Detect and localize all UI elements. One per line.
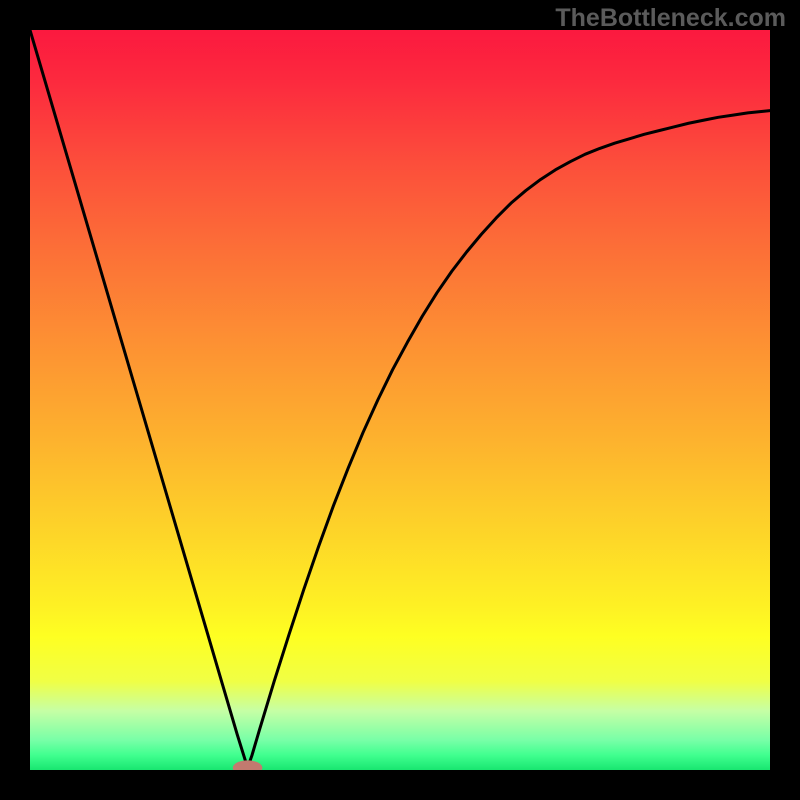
chart-background [30, 30, 770, 770]
watermark-text: TheBottleneck.com [555, 4, 786, 33]
bottleneck-chart [30, 30, 770, 770]
chart-frame: TheBottleneck.com [0, 0, 800, 800]
